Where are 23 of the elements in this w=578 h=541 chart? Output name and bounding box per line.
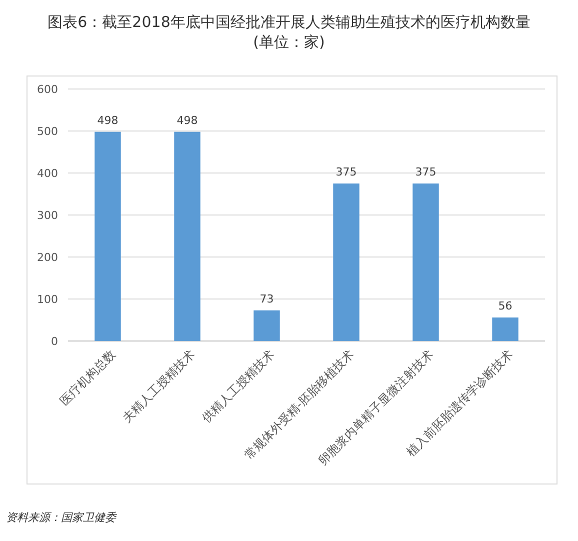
y-tick-label: 200	[37, 251, 58, 264]
y-tick-label: 400	[37, 167, 58, 180]
bar	[174, 132, 200, 341]
y-tick-label: 300	[37, 209, 58, 222]
y-tick-label: 100	[37, 293, 58, 306]
chart-title: 图表6：截至2018年底中国经批准开展人类辅助生殖技术的医疗机构数量(单位：家)	[48, 13, 530, 51]
bar	[412, 184, 439, 341]
bar	[94, 132, 121, 341]
data-label: 498	[176, 114, 198, 127]
data-label: 375	[415, 166, 436, 178]
bar	[492, 317, 518, 341]
x-tick-label: 夫精人工授精技术	[120, 347, 198, 426]
data-label: 498	[97, 114, 118, 127]
y-tick-label: 600	[37, 83, 58, 96]
x-tick-label: 医疗机构总数	[57, 347, 118, 408]
text: 资料来源：国家卫健委	[6, 511, 118, 524]
data-label: 375	[336, 166, 357, 178]
y-tick-label: 500	[37, 125, 58, 138]
y-tick-label: 0	[51, 335, 58, 348]
bar	[333, 184, 360, 341]
data-label: 56	[498, 299, 512, 312]
data-label: 73	[260, 292, 274, 306]
bar	[254, 310, 280, 341]
